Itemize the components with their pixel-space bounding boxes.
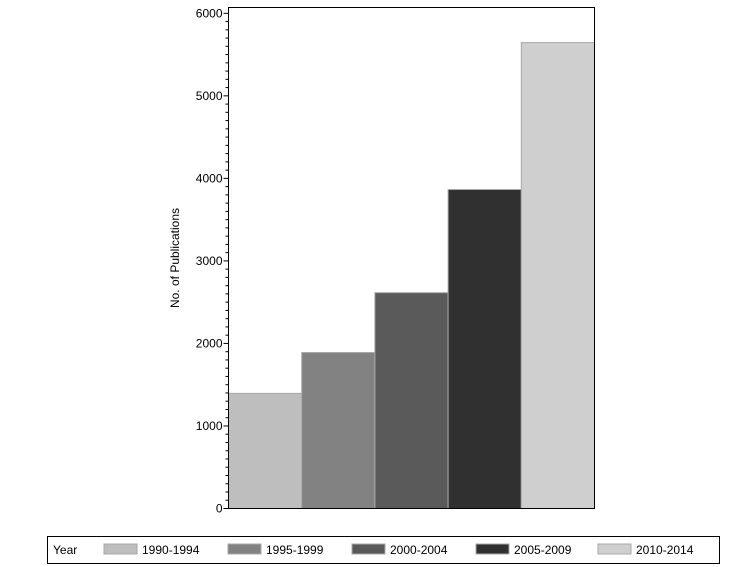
y-tick-label: 2000 — [196, 336, 223, 350]
legend-title: Year — [53, 543, 77, 557]
y-axis-label: No. of Publications — [168, 208, 182, 308]
bar-2000-2004 — [374, 292, 449, 509]
bar-2010-2014 — [520, 42, 595, 509]
bars — [228, 42, 595, 509]
y-tick-label: 0 — [216, 502, 223, 516]
legend-label: 2005-2009 — [514, 543, 572, 557]
y-tick-label: 4000 — [196, 171, 223, 185]
legend-swatch — [103, 543, 138, 555]
legend-label: 1990-1994 — [142, 543, 200, 557]
y-axis: 0 1000 2000 3000 4000 5000 6000 — [196, 6, 229, 516]
y-tick-label: 1000 — [196, 419, 223, 433]
y-tick-label: 3000 — [196, 254, 223, 268]
legend-swatch — [597, 543, 632, 555]
y-tick-label: 5000 — [196, 89, 223, 103]
bar-1990-1994 — [228, 392, 303, 509]
legend-label: 2000-2004 — [390, 543, 448, 557]
plot-frame — [228, 7, 595, 509]
legend-swatch — [351, 543, 386, 555]
legend-swatch — [475, 543, 510, 555]
legend-label: 1995-1999 — [266, 543, 324, 557]
bar-2005-2009 — [447, 189, 522, 509]
legend: 1990-1994 1995-1999 2000-2004 2005-2009 2010… — [103, 543, 694, 557]
legend-swatch — [227, 543, 262, 555]
bar-1995-1999 — [301, 352, 376, 509]
legend-label: 2010-2014 — [636, 543, 694, 557]
y-tick-label: 6000 — [196, 6, 223, 20]
